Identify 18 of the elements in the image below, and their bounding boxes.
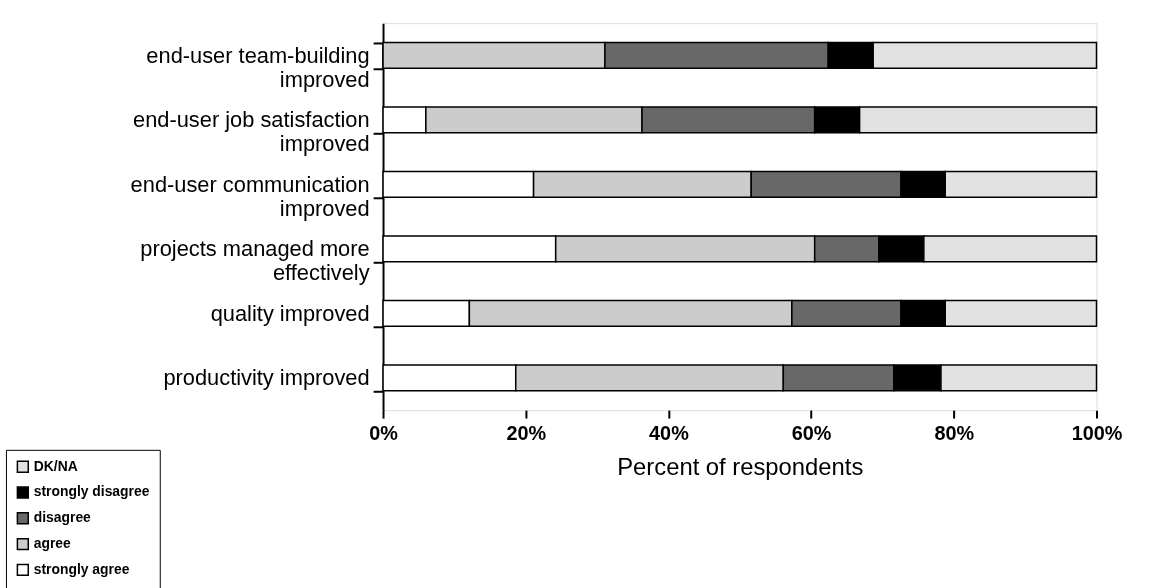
- y-tick-label: quality improved: [210, 300, 370, 326]
- x-tick-label: 40%: [649, 422, 690, 445]
- x-axis-title: Percent of respondents: [617, 453, 864, 481]
- y-tick-label: end-user communication improved: [130, 171, 370, 221]
- legend-label: strongly agree: [33, 560, 130, 577]
- legend-label: DK/NA: [33, 457, 78, 474]
- x-tick-label: 80%: [934, 422, 975, 445]
- y-tick-label: end-user job satisfaction improved: [133, 107, 370, 157]
- x-tick-label: 100%: [1071, 422, 1123, 445]
- legend-label: disagree: [33, 509, 92, 526]
- x-tick-label: 0%: [369, 422, 399, 445]
- legend-label: strongly disagree: [33, 483, 150, 500]
- y-tick-label: end-user team-building improved: [146, 42, 370, 92]
- legend-label: agree: [33, 535, 72, 552]
- x-tick-label: 60%: [791, 422, 832, 445]
- y-tick-label: projects managed more effectively: [140, 236, 370, 286]
- y-tick-label: productivity improved: [163, 365, 370, 391]
- x-tick-label: 20%: [506, 422, 547, 445]
